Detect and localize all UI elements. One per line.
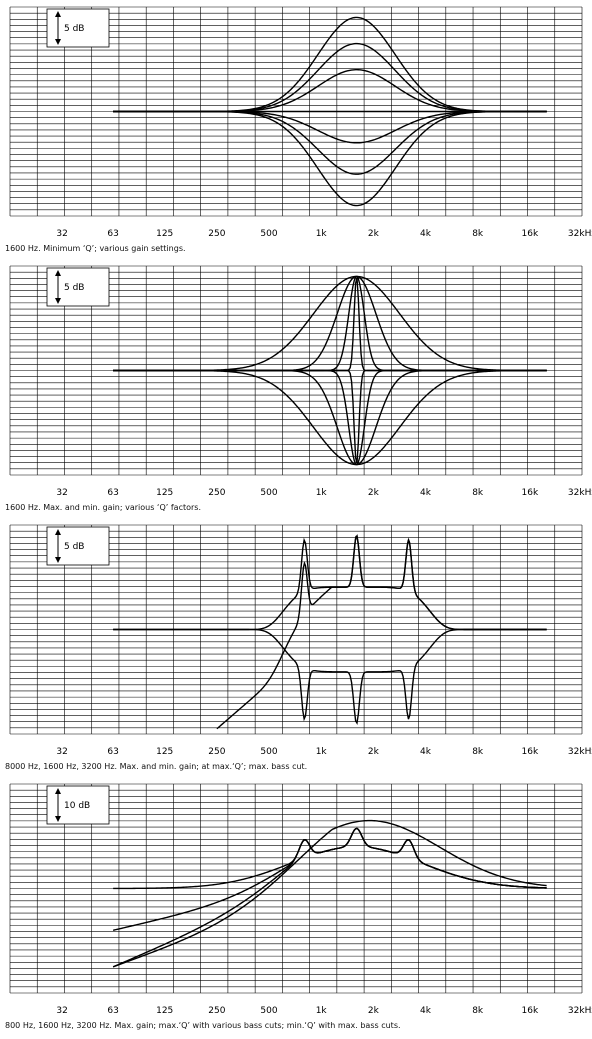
grid — [9, 524, 583, 735]
x-tick-label: 250 — [208, 229, 225, 239]
x-tick-label: 4k — [420, 488, 432, 498]
series-line — [112, 827, 547, 968]
series-line — [113, 369, 547, 464]
series-line — [113, 42, 547, 113]
x-tick-label: 32 — [56, 1006, 67, 1016]
chart-2-svg: 5 dB 32 63 125 250 500 1k 2k 4k 8k 16k 32kHz — [9, 265, 592, 498]
x-tick-label: 500 — [260, 747, 277, 757]
x-tick-label: 4k — [420, 747, 432, 757]
x-tick-label: 125 — [156, 229, 173, 239]
x-tick-label: 32kHz — [568, 229, 592, 239]
series — [112, 819, 547, 968]
series — [113, 275, 547, 466]
x-tick-label: 63 — [107, 747, 118, 757]
x-tick-label: 500 — [260, 1006, 277, 1016]
x-tick-label: 250 — [208, 488, 225, 498]
series-line — [113, 277, 547, 372]
x-tick-label: 500 — [260, 229, 277, 239]
x-tick-label: 500 — [260, 488, 277, 498]
x-tick-label: 8k — [472, 229, 484, 239]
x-tick-label: 125 — [156, 488, 173, 498]
chart-panel-3: 5 dB 32 63 125 250 500 1k 2k 4k 8k 16k 32kHz 8000 H… — [0, 518, 592, 777]
series-line — [112, 819, 547, 968]
x-tick-label: 1k — [316, 747, 328, 757]
scale-arrow-head-down — [55, 816, 61, 822]
series-line — [113, 628, 547, 725]
x-tick-label: 8k — [472, 1006, 484, 1016]
scale-arrow-head-down — [55, 39, 61, 45]
scale-label: 10 dB — [64, 801, 90, 811]
scale-indicator: 5 dB — [46, 267, 110, 307]
scale-indicator: 10 dB — [46, 785, 110, 825]
x-tick-label: 1k — [316, 1006, 328, 1016]
series-line — [112, 827, 547, 931]
x-tick-label: 125 — [156, 747, 173, 757]
series-line — [113, 534, 547, 631]
x-tick-label: 8k — [472, 488, 484, 498]
chart-panel-1: 5 dB 32 63 125 250 500 1k 2k 4k 8k 16k 32kHz 1600 H… — [0, 0, 592, 259]
scale-arrow-head-down — [55, 557, 61, 563]
x-tick-labels: 32 63 125 250 500 1k 2k 4k 8k 16k 32kHz — [56, 488, 592, 498]
scale-arrow-head-up — [55, 529, 61, 535]
x-tick-label: 32 — [56, 747, 67, 757]
scale-arrow-head-up — [55, 788, 61, 794]
x-tick-label: 8k — [472, 747, 484, 757]
x-tick-label: 16k — [522, 488, 539, 498]
x-tick-label: 125 — [156, 1006, 173, 1016]
x-tick-label: 1k — [316, 488, 328, 498]
scale-arrow-head-up — [55, 270, 61, 276]
series-line — [113, 827, 547, 890]
x-tick-label: 250 — [208, 1006, 225, 1016]
series — [113, 16, 547, 207]
chart-panel-2: 5 dB 32 63 125 250 500 1k 2k 4k 8k 16k 32kHz 1600 H… — [0, 259, 592, 518]
x-tick-label: 2k — [368, 747, 380, 757]
scale-arrow-head-up — [55, 11, 61, 17]
chart-1-svg: 5 dB 32 63 125 250 500 1k 2k 4k 8k 16k 32kHz — [9, 6, 592, 239]
x-tick-label: 2k — [368, 488, 380, 498]
series — [113, 534, 547, 730]
x-tick-label: 16k — [522, 1006, 539, 1016]
grid — [9, 783, 583, 994]
chart-4-caption: 800 Hz, 1600 Hz, 3200 Hz. Max. gain; max… — [5, 1021, 401, 1030]
x-tick-label: 63 — [107, 488, 118, 498]
x-tick-label: 63 — [107, 1006, 118, 1016]
scale-indicator: 5 dB — [46, 526, 110, 566]
x-tick-label: 32kHz — [568, 747, 592, 757]
scale-label: 5 dB — [64, 24, 84, 34]
x-tick-label: 4k — [420, 229, 432, 239]
x-tick-labels: 32 63 125 250 500 1k 2k 4k 8k 16k 32kHz — [56, 1006, 592, 1016]
chart-panel-4: 10 dB 32 63 125 250 500 1k 2k 4k 8k 16k 32kHz 800 H… — [0, 777, 592, 1036]
series-line — [113, 110, 547, 144]
chart-4-svg: 10 dB 32 63 125 250 500 1k 2k 4k 8k 16k 32kHz — [9, 783, 592, 1016]
x-tick-labels: 32 63 125 250 500 1k 2k 4k 8k 16k 32kHz — [56, 747, 592, 757]
series-line — [113, 110, 547, 175]
x-tick-label: 2k — [368, 1006, 380, 1016]
scale-label: 5 dB — [64, 283, 84, 293]
x-tick-label: 16k — [522, 229, 539, 239]
x-tick-label: 32 — [56, 229, 67, 239]
chart-2-caption: 1600 Hz. Max. and min. gain; various ‘Q’… — [5, 503, 202, 512]
x-tick-label: 4k — [420, 1006, 432, 1016]
chart-3-svg: 5 dB 32 63 125 250 500 1k 2k 4k 8k 16k 32kHz — [9, 524, 592, 757]
x-tick-label: 32kHz — [568, 488, 592, 498]
x-tick-label: 32kHz — [568, 1006, 592, 1016]
x-tick-labels: 32 63 125 250 500 1k 2k 4k 8k 16k 32kHz — [56, 229, 592, 239]
series-line — [113, 110, 547, 207]
x-tick-label: 250 — [208, 747, 225, 757]
scale-label: 5 dB — [64, 542, 84, 552]
x-tick-label: 16k — [522, 747, 539, 757]
scale-arrow-head-down — [55, 298, 61, 304]
x-tick-label: 63 — [107, 229, 118, 239]
scale-indicator: 5 dB — [46, 8, 110, 48]
x-tick-label: 32 — [56, 488, 67, 498]
chart-1-caption: 1600 Hz. Minimum ‘Q’; various gain setti… — [5, 244, 186, 253]
chart-3-caption: 8000 Hz, 1600 Hz, 3200 Hz. Max. and min.… — [5, 762, 308, 771]
x-tick-label: 1k — [316, 229, 328, 239]
x-tick-label: 2k — [368, 229, 380, 239]
